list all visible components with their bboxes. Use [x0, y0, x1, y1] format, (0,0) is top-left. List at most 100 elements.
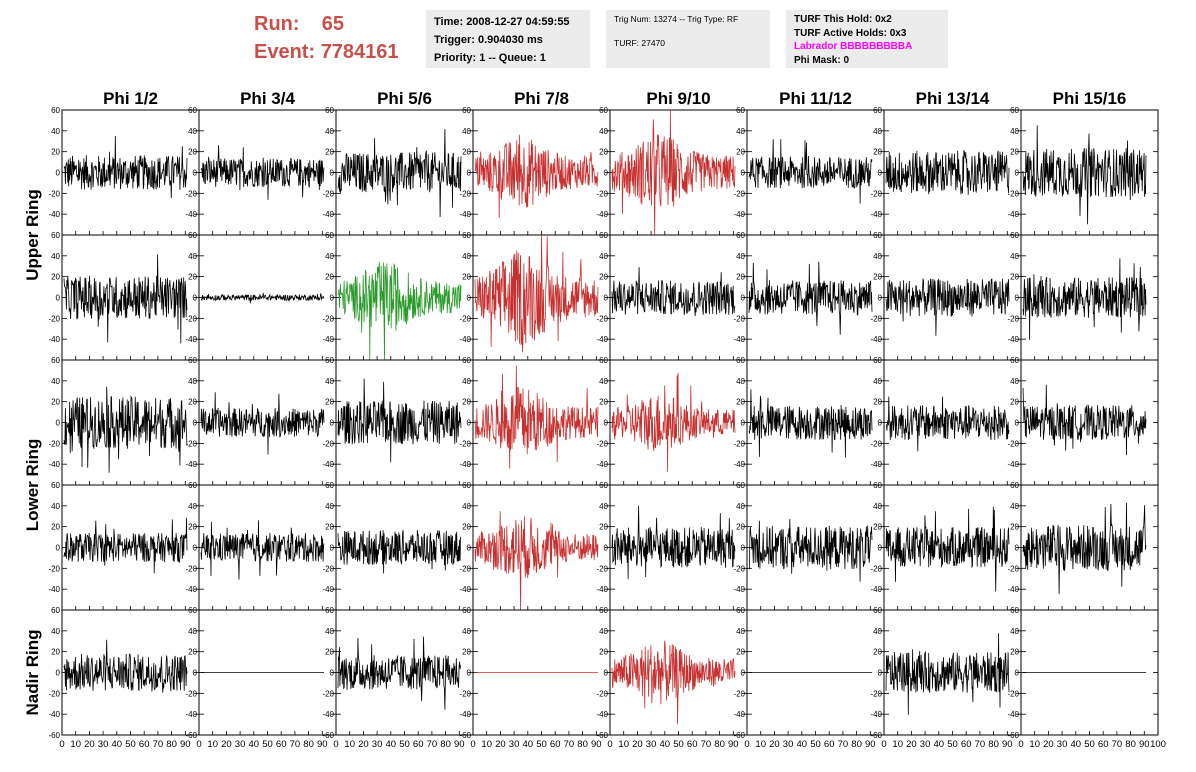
y-tick-label: 0: [467, 169, 472, 178]
y-tick-label: -20: [870, 689, 882, 698]
x-tick-label: 10: [207, 739, 218, 750]
x-tick-label: 30: [372, 739, 383, 750]
y-tick-label: -60: [48, 731, 60, 740]
y-tick-label: 60: [873, 231, 882, 240]
y-tick-label: 40: [325, 127, 334, 136]
column-title-5: Phi 9/10: [646, 89, 710, 108]
y-tick-label: 20: [325, 398, 334, 407]
waveform-3-5: [611, 372, 736, 472]
x-tick-label: 60: [550, 739, 561, 750]
x-tick-label: 30: [1057, 739, 1068, 750]
x-tick-label: 30: [783, 739, 794, 750]
y-tick-label: 20: [1010, 148, 1019, 157]
y-tick-label: 20: [1010, 523, 1019, 532]
waveform-1-6: [748, 139, 873, 204]
y-tick-label: -20: [1007, 314, 1019, 323]
y-tick-label: 20: [599, 398, 608, 407]
y-tick-label: 60: [599, 231, 608, 240]
x-tick-label: 0: [744, 739, 749, 750]
column-title-6: Phi 11/12: [779, 89, 852, 108]
y-tick-label: 40: [873, 502, 882, 511]
trigger-text: Trigger: 0.904030 ms: [434, 34, 543, 46]
y-tick-label: -20: [733, 564, 745, 573]
y-tick-label: -20: [322, 564, 334, 573]
y-tick-label: -40: [459, 710, 471, 719]
run-event-header: Run: 65 Event: 7784161: [254, 10, 399, 66]
y-tick-label: -40: [870, 460, 882, 469]
x-tick-label: 80: [166, 739, 177, 750]
x-tick-label: 90: [317, 739, 328, 750]
x-tick-label: 10: [618, 739, 629, 750]
y-tick-label: 0: [878, 544, 883, 553]
y-tick-label: 0: [1015, 544, 1020, 553]
x-tick-label: 0: [607, 739, 612, 750]
waveform-2-6: [748, 261, 873, 335]
y-tick-label: 20: [188, 523, 197, 532]
y-tick-label: 60: [873, 481, 882, 490]
y-tick-label: 40: [462, 252, 471, 261]
panel-frame-2-3: [335, 234, 474, 361]
run-value: 65: [321, 13, 345, 35]
x-tick-label: 30: [920, 739, 931, 750]
y-tick-label: -40: [185, 710, 197, 719]
y-tick-label: 40: [325, 627, 334, 636]
y-tick-label: 60: [599, 106, 608, 115]
waveform-1-4: [474, 134, 599, 219]
y-tick-label: 40: [462, 127, 471, 136]
x-tick-label: 0: [333, 739, 338, 750]
x-tick-label: 70: [975, 739, 986, 750]
y-tick-label: 20: [51, 523, 60, 532]
x-tick-label: 20: [632, 739, 643, 750]
y-tick-label: -40: [596, 460, 608, 469]
y-tick-label: 0: [741, 169, 746, 178]
y-tick-label: -20: [48, 314, 60, 323]
waveform-5-1: [63, 639, 188, 693]
y-tick-label: 60: [599, 356, 608, 365]
y-tick-label: -20: [322, 189, 334, 198]
x-tick-label: 50: [947, 739, 958, 750]
y-tick-label: -40: [733, 585, 745, 594]
y-tick-label: -40: [322, 335, 334, 344]
y-tick-label: 20: [736, 148, 745, 157]
y-tick-label: 40: [599, 627, 608, 636]
trig-num-box: Trig Num: 13274 -- Trig Type: RF TURF: 2…: [606, 10, 770, 68]
y-tick-label: -40: [596, 710, 608, 719]
x-tick-label: 40: [797, 739, 808, 750]
y-tick-label: 0: [1015, 294, 1020, 303]
y-tick-label: -20: [48, 439, 60, 448]
x-tick-label: 30: [646, 739, 657, 750]
waveform-1-2: [200, 145, 325, 200]
y-tick-label: 60: [51, 106, 60, 115]
y-tick-label: 0: [193, 294, 198, 303]
column-title-1: Phi 1/2: [103, 89, 158, 108]
y-tick-label: 60: [1010, 106, 1019, 115]
y-tick-label: 0: [878, 294, 883, 303]
y-tick-label: 40: [736, 502, 745, 511]
y-tick-label: -40: [185, 585, 197, 594]
y-tick-label: 0: [467, 544, 472, 553]
y-tick-label: 20: [51, 648, 60, 657]
y-tick-label: 40: [736, 127, 745, 136]
y-tick-label: -40: [48, 710, 60, 719]
y-tick-label: -20: [1007, 439, 1019, 448]
x-tick-label: 10: [344, 739, 355, 750]
x-tick-label: 50: [125, 739, 136, 750]
y-tick-label: 20: [1010, 273, 1019, 282]
x-tick-label: 40: [660, 739, 671, 750]
turf-hold-box: TURF This Hold: 0x2 TURF Active Holds: 0…: [786, 10, 948, 68]
y-tick-label: 0: [604, 669, 609, 678]
y-tick-label: -60: [870, 731, 882, 740]
y-tick-label: 60: [599, 606, 608, 615]
x-tick-label: 20: [769, 739, 780, 750]
y-tick-label: 60: [188, 106, 197, 115]
y-tick-label: 60: [188, 606, 197, 615]
y-tick-label: 60: [462, 356, 471, 365]
y-tick-label: 40: [599, 377, 608, 386]
x-tick-label: 10: [70, 739, 81, 750]
y-tick-label: 60: [325, 356, 334, 365]
x-tick-label: 60: [139, 739, 150, 750]
x-tick-label: 80: [851, 739, 862, 750]
y-tick-label: -20: [870, 314, 882, 323]
x-tick-label: 90: [1002, 739, 1013, 750]
